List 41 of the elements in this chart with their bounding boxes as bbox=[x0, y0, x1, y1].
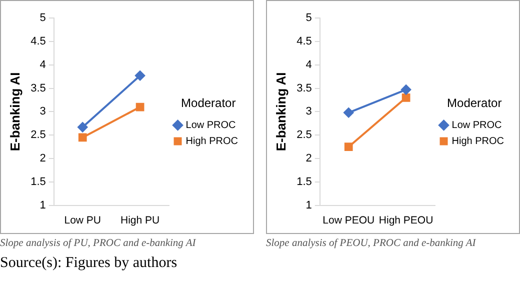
point bbox=[402, 93, 410, 102]
point bbox=[401, 84, 412, 95]
y-tick-label: 3 bbox=[40, 106, 46, 118]
y-tick-label: 1.5 bbox=[296, 176, 312, 188]
legend-title: Moderator bbox=[447, 96, 502, 110]
legend-title: Moderator bbox=[181, 96, 236, 110]
point bbox=[78, 133, 87, 142]
y-tick-label: 4.5 bbox=[296, 35, 312, 48]
x-tick-label: High PU bbox=[120, 214, 160, 227]
source-note: Source(s): Figures by authors bbox=[0, 255, 178, 272]
y-tick-label: 3.5 bbox=[296, 82, 312, 94]
x-tick-label: Low PU bbox=[64, 214, 101, 227]
y-tick-label: 3.5 bbox=[30, 82, 46, 94]
legend-label: High PROC bbox=[186, 136, 238, 147]
point bbox=[344, 142, 353, 152]
point bbox=[135, 70, 146, 81]
y-tick-label: 4 bbox=[40, 58, 46, 71]
y-tick-label: 1 bbox=[306, 199, 312, 212]
point bbox=[78, 122, 88, 132]
y-tick-label: 2.5 bbox=[296, 129, 312, 142]
y-axis-title: E-banking AI bbox=[273, 72, 288, 152]
y-tick-label: 1.5 bbox=[30, 176, 46, 188]
y-tick-label: 2.5 bbox=[30, 129, 46, 142]
x-tick-label: Low PEOU bbox=[322, 214, 375, 227]
y-tick-label: 1 bbox=[40, 199, 46, 212]
text: Slope analysis of PU, PROC and e-banking AI bbox=[0, 238, 197, 249]
legend-label: High PROC bbox=[452, 136, 504, 147]
y-axis-title: E-banking AI bbox=[7, 72, 22, 152]
y-tick-label: 4 bbox=[306, 58, 312, 71]
y-tick-label: 4.5 bbox=[30, 35, 46, 48]
point bbox=[136, 102, 144, 112]
y-tick-label: 2 bbox=[40, 152, 46, 165]
legend-label: Low PROC bbox=[186, 120, 236, 131]
text: Slope analysis of PEOU, PROC and e-banking AI bbox=[266, 238, 477, 249]
y-tick-label: 3 bbox=[306, 106, 312, 118]
y-tick-label: 5 bbox=[306, 12, 312, 24]
y-tick-label: 5 bbox=[40, 12, 46, 24]
x-tick-label: High PEOU bbox=[378, 214, 434, 227]
legend-label: Low PROC bbox=[452, 120, 502, 131]
y-tick-label: 2 bbox=[306, 152, 312, 165]
point bbox=[344, 108, 354, 118]
